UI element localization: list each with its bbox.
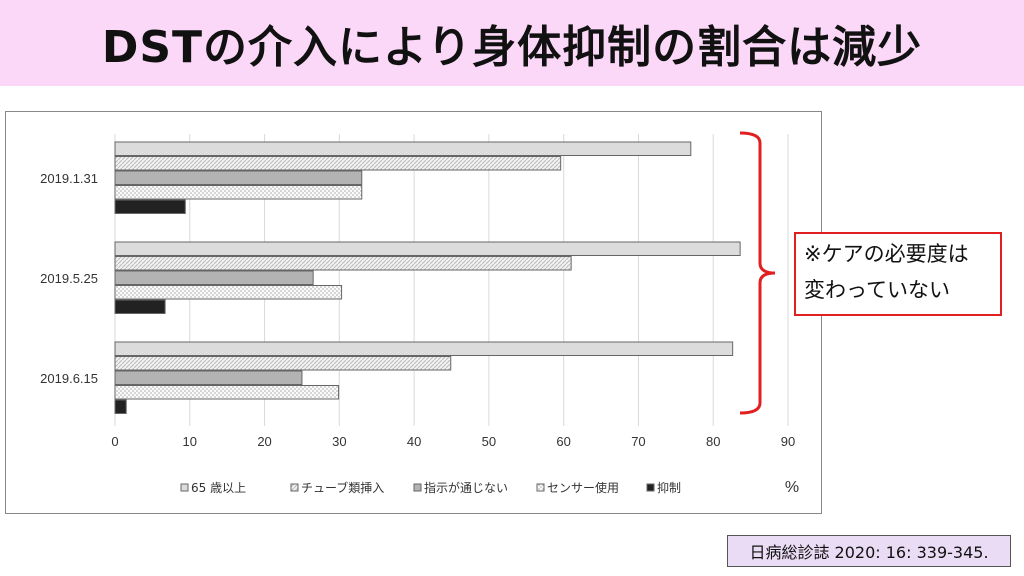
x-tick-label: 0	[111, 434, 118, 449]
y-category-label: 2019.1.31	[40, 171, 98, 186]
legend-swatch	[646, 483, 655, 492]
bar	[114, 241, 741, 256]
legend-swatch	[413, 483, 422, 492]
x-axis-label: %	[785, 479, 799, 496]
y-category-label: 2019.6.15	[40, 371, 98, 386]
bar	[114, 185, 363, 200]
legend-swatch	[290, 483, 299, 492]
bar	[114, 341, 734, 356]
bar	[114, 399, 127, 414]
bar	[114, 141, 692, 156]
x-tick-label: 10	[183, 434, 197, 449]
bar	[114, 285, 343, 300]
bar-chart: 0 10 20 30 40 50 60 70 80 90 2019.1.31 2019.5.25 201…	[40, 134, 799, 496]
y-category-label: 2019.5.25	[40, 271, 98, 286]
bar	[114, 156, 562, 171]
bar	[114, 170, 363, 185]
bar	[114, 299, 166, 314]
x-tick-label: 30	[332, 434, 346, 449]
legend-label: 抑制	[657, 480, 681, 495]
legend-swatch	[536, 483, 545, 492]
bar	[114, 256, 572, 271]
x-tick-label: 70	[631, 434, 645, 449]
callout-note: ※ケアの必要度は 変わっていない	[794, 232, 1002, 316]
x-tick-label: 40	[407, 434, 421, 449]
citation: 日病総診誌 2020: 16: 339-345.	[727, 535, 1011, 567]
bar	[114, 385, 340, 400]
callout-line: 変わっていない	[804, 278, 950, 302]
callout-line: ※ケアの必要度は	[804, 242, 969, 266]
legend-label: チューブ類挿入	[301, 480, 384, 495]
legend-swatch	[180, 483, 189, 492]
x-tick-label: 80	[706, 434, 720, 449]
bracket-icon	[739, 131, 776, 415]
bar	[114, 270, 314, 285]
bar	[114, 370, 303, 385]
x-tick-label: 50	[482, 434, 496, 449]
x-tick-label: 90	[781, 434, 795, 449]
x-tick-label: 60	[556, 434, 570, 449]
x-tick-label: 20	[257, 434, 271, 449]
chart-container: 0 10 20 30 40 50 60 70 80 90 2019.1.31 2019.5.25 201…	[5, 111, 822, 514]
legend-label: 指示が通じない	[424, 480, 508, 495]
legend-label: 65 歳以上	[191, 481, 246, 495]
bar	[114, 199, 186, 214]
legend-label: センサー使用	[547, 480, 619, 495]
slide-title: DSTの介入により身体抑制の割合は減少	[0, 0, 1024, 86]
bar	[114, 356, 452, 371]
